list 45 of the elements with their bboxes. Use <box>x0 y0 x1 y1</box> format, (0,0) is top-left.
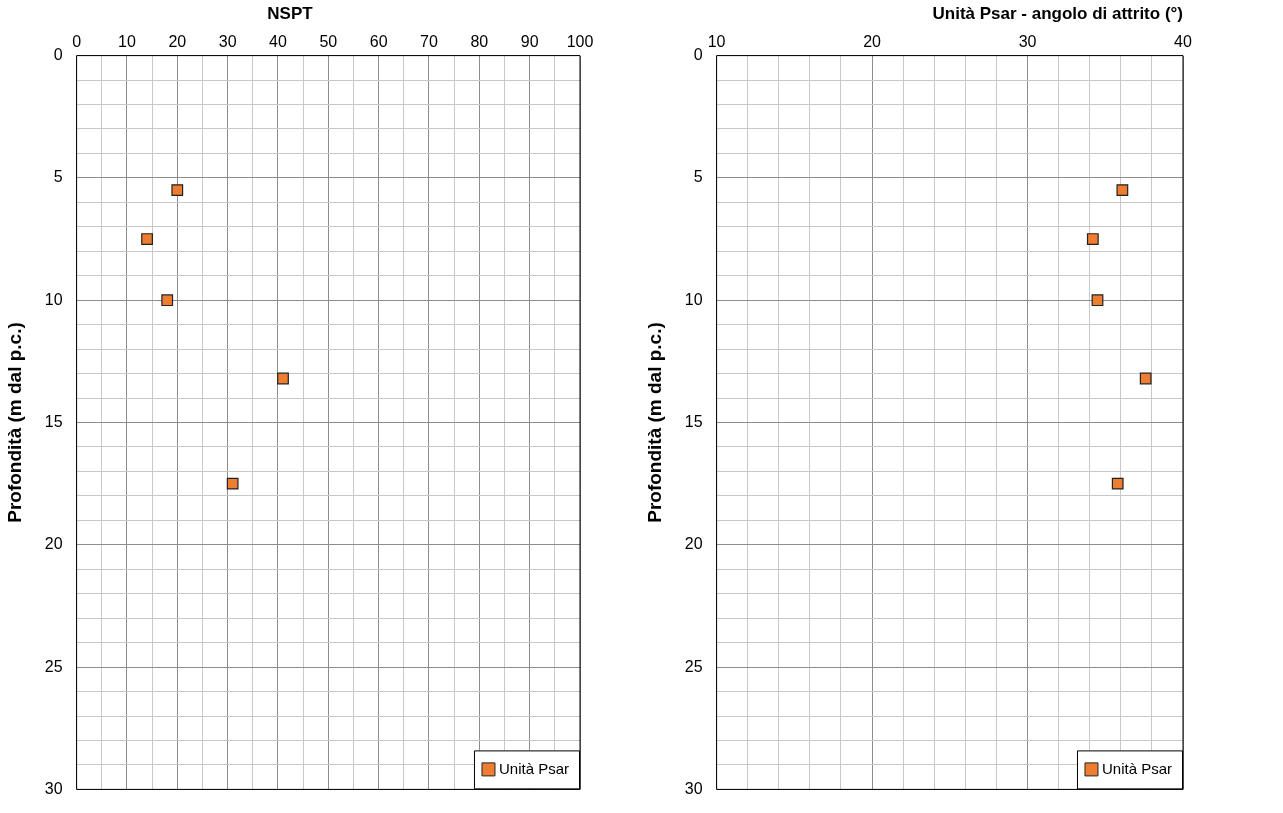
x-tick-label: 100 <box>566 33 594 51</box>
y-axis-title: Profondità (m dal p.c.) <box>3 322 25 523</box>
y-tick-label: 20 <box>684 535 703 553</box>
y-tick-label: 10 <box>44 290 63 308</box>
legend-label: Unità Psar <box>498 759 569 777</box>
point <box>1086 233 1099 245</box>
y-tick-label: 20 <box>44 535 63 553</box>
x-tick-label: 10 <box>118 33 136 51</box>
point <box>161 294 174 307</box>
x-tick-label: 60 <box>369 33 388 51</box>
y-tick-label: 0 <box>693 46 703 64</box>
chart-title: Unità Psar - angolo di attrito (°) <box>932 3 1183 23</box>
point <box>171 184 184 197</box>
point <box>277 372 289 385</box>
y-tick-label: 25 <box>684 657 703 675</box>
x-tick-label: 80 <box>470 33 489 51</box>
y-tick-label: 5 <box>693 168 703 186</box>
chart-title: NSPT <box>267 3 314 23</box>
x-tick-label: 0 <box>72 33 82 51</box>
x-tick-label: 40 <box>269 33 287 51</box>
point <box>141 233 153 245</box>
point <box>1116 184 1129 197</box>
y-tick-label: 25 <box>44 657 63 675</box>
y-axis-title: Profondità (m dal p.c.) <box>643 322 665 523</box>
x-tick-label: 10 <box>707 33 726 51</box>
point <box>1111 477 1124 490</box>
x-tick-label: 20 <box>168 33 187 51</box>
y-tick-label: 0 <box>53 46 63 64</box>
point <box>1091 294 1104 307</box>
y-tick-label: 5 <box>53 168 63 186</box>
legend-label: Unità Psar <box>1101 759 1172 777</box>
point <box>226 477 239 490</box>
point <box>1139 372 1152 385</box>
x-tick-label: 50 <box>319 33 338 51</box>
x-tick-label: 70 <box>420 33 438 51</box>
x-tick-label: 30 <box>218 33 237 51</box>
x-tick-label: 40 <box>1174 33 1192 51</box>
y-tick-label: 15 <box>684 412 703 430</box>
y-tick-label: 15 <box>44 412 63 430</box>
x-tick-label: 20 <box>863 33 882 51</box>
y-tick-label: 30 <box>44 779 63 797</box>
y-tick-label: 30 <box>684 779 703 797</box>
x-tick-label: 30 <box>1018 33 1037 51</box>
y-tick-label: 10 <box>684 290 703 308</box>
x-tick-label: 90 <box>520 33 539 51</box>
